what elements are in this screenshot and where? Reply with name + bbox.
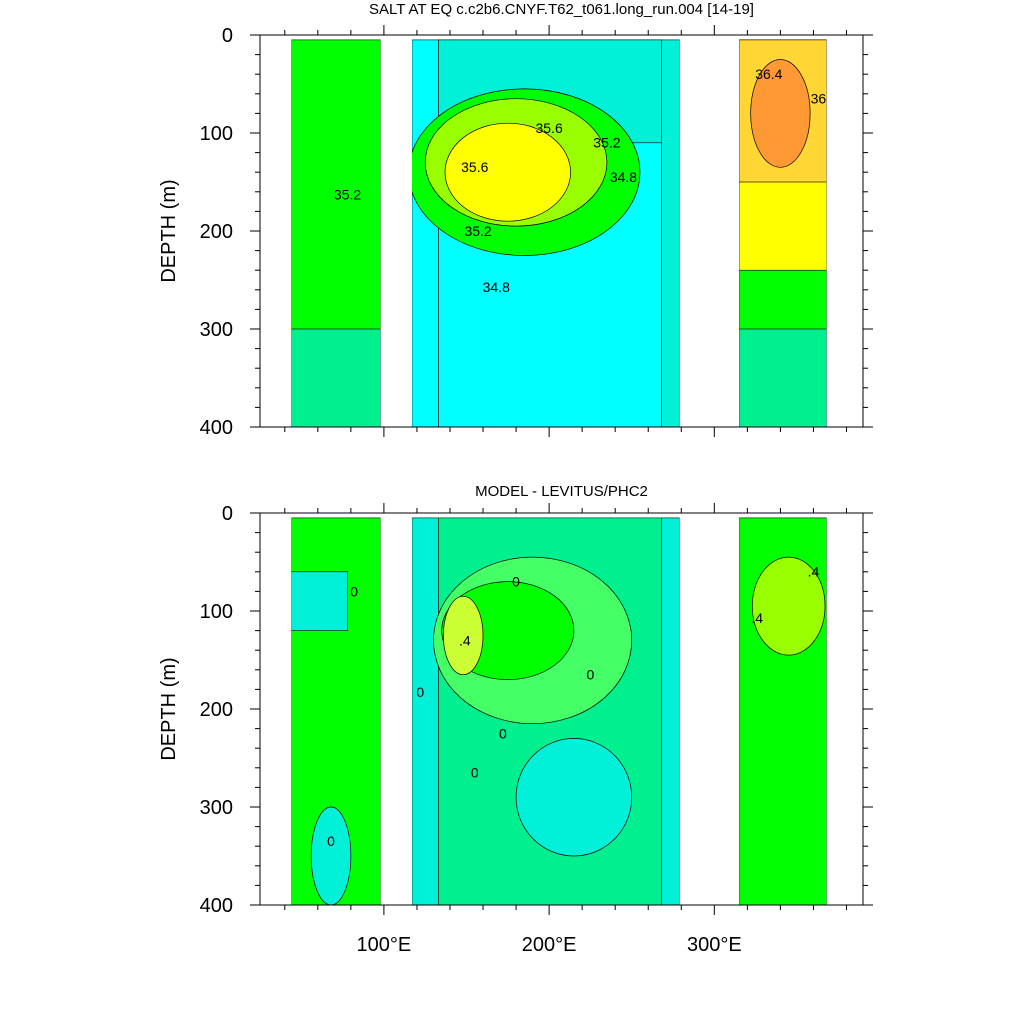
field-layer (260, 513, 863, 905)
field-blob (443, 595, 484, 676)
difference-panel: MODEL - LEVITUS/PHC2 DEPTH (m) 0 0 .4 0 0 0 0.… (158, 483, 873, 956)
land-mask (826, 513, 863, 905)
y-tick-label: 0 (222, 25, 233, 47)
land-mask (380, 513, 412, 905)
land-mask (826, 35, 863, 427)
field-blob (750, 59, 811, 168)
y-tick-label: 200 (200, 221, 233, 243)
contour-label: 35.2 (593, 135, 620, 151)
x-tick-label: 300°E (687, 934, 742, 956)
contour-label: .4 (808, 564, 820, 580)
contour-label: 35.2 (464, 223, 491, 239)
x-tick-label: 100°E (357, 934, 412, 956)
land-mask (679, 35, 740, 427)
y-tick-label: 300 (200, 797, 233, 819)
y-tick-label: 300 (200, 319, 233, 341)
y-tick-label: 400 (200, 417, 233, 439)
field-blob (751, 556, 826, 656)
contour-label: 34.8 (610, 169, 637, 185)
land-mask (260, 513, 292, 905)
field-region (661, 39, 680, 427)
field-region (411, 39, 439, 427)
y-tick-label: 200 (200, 699, 233, 721)
contour-label: 0 (327, 833, 335, 849)
field-region (291, 571, 348, 631)
contour-label: .4 (459, 632, 471, 648)
contour-label: 35.2 (334, 187, 361, 203)
land-mask (679, 513, 740, 905)
salinity-panel-ylabel: DEPTH (m) (158, 179, 180, 282)
contour-label: 0 (499, 725, 507, 741)
y-tick-label: 400 (200, 895, 233, 917)
contour-label: 35.6 (535, 120, 562, 136)
field-blob (444, 122, 571, 222)
contour-label: 0 (350, 583, 358, 599)
contour-label: 0 (471, 765, 479, 781)
y-tick-label: 0 (222, 503, 233, 525)
salinity-panel-title: SALT AT EQ c.c2b6.CNYF.T62_t061.long_run… (369, 1, 754, 18)
contour-label: .4 (751, 610, 763, 626)
contour-label: 36 (811, 91, 827, 107)
salinity-plot-area: 35.2 35.6 35.6 35.2 35.2 34.8 34.8 36.4 36 0 100 20… (200, 25, 873, 439)
salinity-panel: SALT AT EQ c.c2b6.CNYF.T62_t061.long_run… (158, 1, 873, 439)
y-tick-label: 100 (200, 601, 233, 623)
contour-label: 0 (416, 684, 424, 700)
field-region (411, 517, 439, 905)
y-tick-label: 100 (200, 123, 233, 145)
field-layer (260, 35, 863, 427)
contour-label: 0 (587, 667, 595, 683)
field-blob (310, 806, 352, 905)
field-blob (515, 738, 633, 857)
land-mask (380, 35, 412, 427)
field-region (291, 328, 381, 427)
contour-label: 36.4 (755, 66, 782, 82)
field-region (661, 517, 680, 905)
contour-label: 0 (512, 574, 520, 590)
land-mask (260, 35, 292, 427)
difference-plot-area: 0 0 .4 0 0 0 0 .4 .4 0 0 100 200 300 400 100°E 200°E 300°… (200, 503, 873, 956)
difference-panel-title: MODEL - LEVITUS/PHC2 (475, 483, 648, 500)
difference-panel-ylabel: DEPTH (m) (158, 657, 180, 760)
contour-label: 34.8 (483, 279, 510, 295)
x-tick-label: 200°E (522, 934, 577, 956)
contour-label: 35.6 (461, 159, 488, 175)
